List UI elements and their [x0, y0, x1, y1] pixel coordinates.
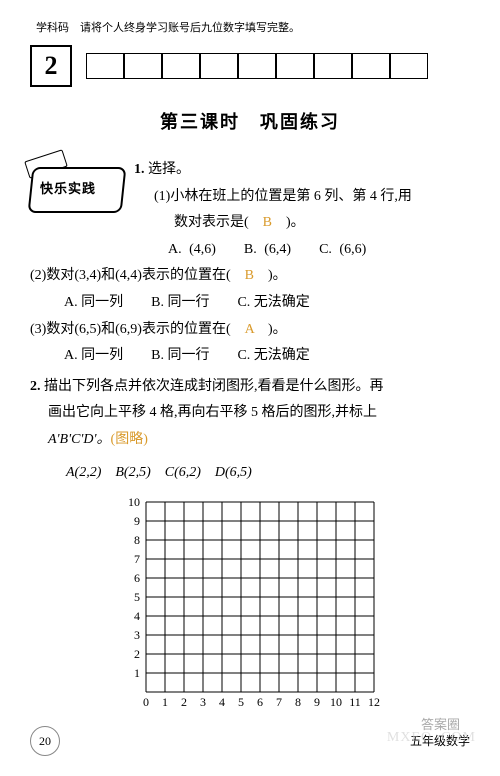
badge-label: 快乐实践	[40, 177, 96, 202]
digit-box	[352, 53, 390, 79]
digit-box	[314, 53, 352, 79]
digit-box	[276, 53, 314, 79]
q2-line1: 描出下列各点并依次连成封闭图形,看看是什么图形。再	[44, 379, 384, 394]
svg-text:6: 6	[257, 695, 263, 709]
page-number-badge: 20	[30, 726, 60, 756]
q1-sub3-suffix: )。	[254, 322, 287, 337]
svg-text:4: 4	[134, 609, 140, 623]
watermark: MXEO .COM	[387, 725, 476, 752]
q1-sub2-answer: B	[245, 268, 254, 283]
coordinate-grid: 123456789100123456789101112	[120, 496, 380, 712]
q2-note: (图略)	[111, 432, 148, 447]
svg-text:9: 9	[314, 695, 320, 709]
subject-code-box: 2	[30, 45, 72, 87]
q1-number: 1.	[134, 162, 145, 177]
q1-sub2-options: A. 同一列 B. 同一行 C. 无法确定	[64, 290, 470, 317]
svg-text:9: 9	[134, 514, 140, 528]
code-boxes-row: 2	[30, 45, 470, 87]
digit-box	[200, 53, 238, 79]
q1-sub3-options: A. 同一列 B. 同一行 C. 无法确定	[64, 343, 470, 370]
q1-sub1-line1: (1)小林在班上的位置是第 6 列、第 4 行,用	[154, 184, 470, 211]
q1-sub2: (2)数对(3,4)和(4,4)表示的位置在( B )。	[30, 263, 470, 290]
q2-points-text: A(2,2) B(2,5) C(6,2) D(6,5)	[66, 465, 252, 480]
header-note: 学科码 请将个人终身学习账号后九位数字填写完整。	[36, 18, 470, 39]
digit-box	[124, 53, 162, 79]
svg-text:8: 8	[295, 695, 301, 709]
digit-box	[238, 53, 276, 79]
svg-text:6: 6	[134, 571, 140, 585]
question-2: 2. 描出下列各点并依次连成封闭图形,看看是什么图形。再 画出它向上平移 4 格…	[30, 374, 470, 486]
lesson-title: 第三课时 巩固练习	[30, 105, 470, 139]
digit-box	[162, 53, 200, 79]
svg-text:2: 2	[134, 647, 140, 661]
svg-text:8: 8	[134, 533, 140, 547]
digit-box	[86, 53, 124, 79]
q1-sub1-suffix: )。	[272, 215, 305, 230]
q1-sub3: (3)数对(6,5)和(6,9)表示的位置在( A )。	[30, 317, 470, 344]
svg-text:3: 3	[134, 628, 140, 642]
svg-text:1: 1	[162, 695, 168, 709]
svg-text:7: 7	[134, 552, 140, 566]
q2-line3: A'B'C'D'。(图略)	[48, 427, 470, 454]
question-1: 1. 选择。 (1)小林在班上的位置是第 6 列、第 4 行,用 数对表示是( …	[134, 157, 470, 263]
svg-text:10: 10	[128, 496, 140, 509]
digit-box	[390, 53, 428, 79]
page-number: 20	[39, 730, 51, 753]
svg-text:5: 5	[238, 695, 244, 709]
account-digits	[86, 53, 428, 79]
q1-sub2-suffix: )。	[254, 268, 287, 283]
svg-text:1: 1	[134, 666, 140, 680]
svg-text:7: 7	[276, 695, 282, 709]
svg-text:3: 3	[200, 695, 206, 709]
q1-sub3-text: (3)数对(6,5)和(6,9)表示的位置在(	[30, 322, 245, 337]
q1-sub1-line2: 数对表示是( B )。	[174, 210, 470, 237]
q1-sub1-prefix: 数对表示是(	[174, 215, 263, 230]
svg-text:10: 10	[330, 695, 342, 709]
q2-points: A(2,2) B(2,5) C(6,2) D(6,5)	[66, 460, 470, 487]
svg-text:0: 0	[143, 695, 149, 709]
q2-number: 2.	[30, 379, 41, 394]
svg-text:5: 5	[134, 590, 140, 604]
q1-sub2-text: (2)数对(3,4)和(4,4)表示的位置在(	[30, 268, 245, 283]
svg-text:12: 12	[368, 695, 380, 709]
q1-sub3-answer: A	[245, 322, 254, 337]
q2-line3-prefix: A'B'C'D'。	[48, 432, 111, 447]
q1-sub1-answer: B	[263, 215, 272, 230]
svg-text:2: 2	[181, 695, 187, 709]
q1-sub1-options: A. (4,6) B. (6,4) C. (6,6)	[168, 237, 470, 264]
q2-line2: 画出它向上平移 4 格,再向右平移 5 格后的图形,并标上	[48, 400, 470, 427]
svg-text:11: 11	[349, 695, 361, 709]
practice-badge: 快乐实践	[30, 157, 124, 219]
q1-stem: 选择。	[148, 162, 190, 177]
svg-text:4: 4	[219, 695, 225, 709]
